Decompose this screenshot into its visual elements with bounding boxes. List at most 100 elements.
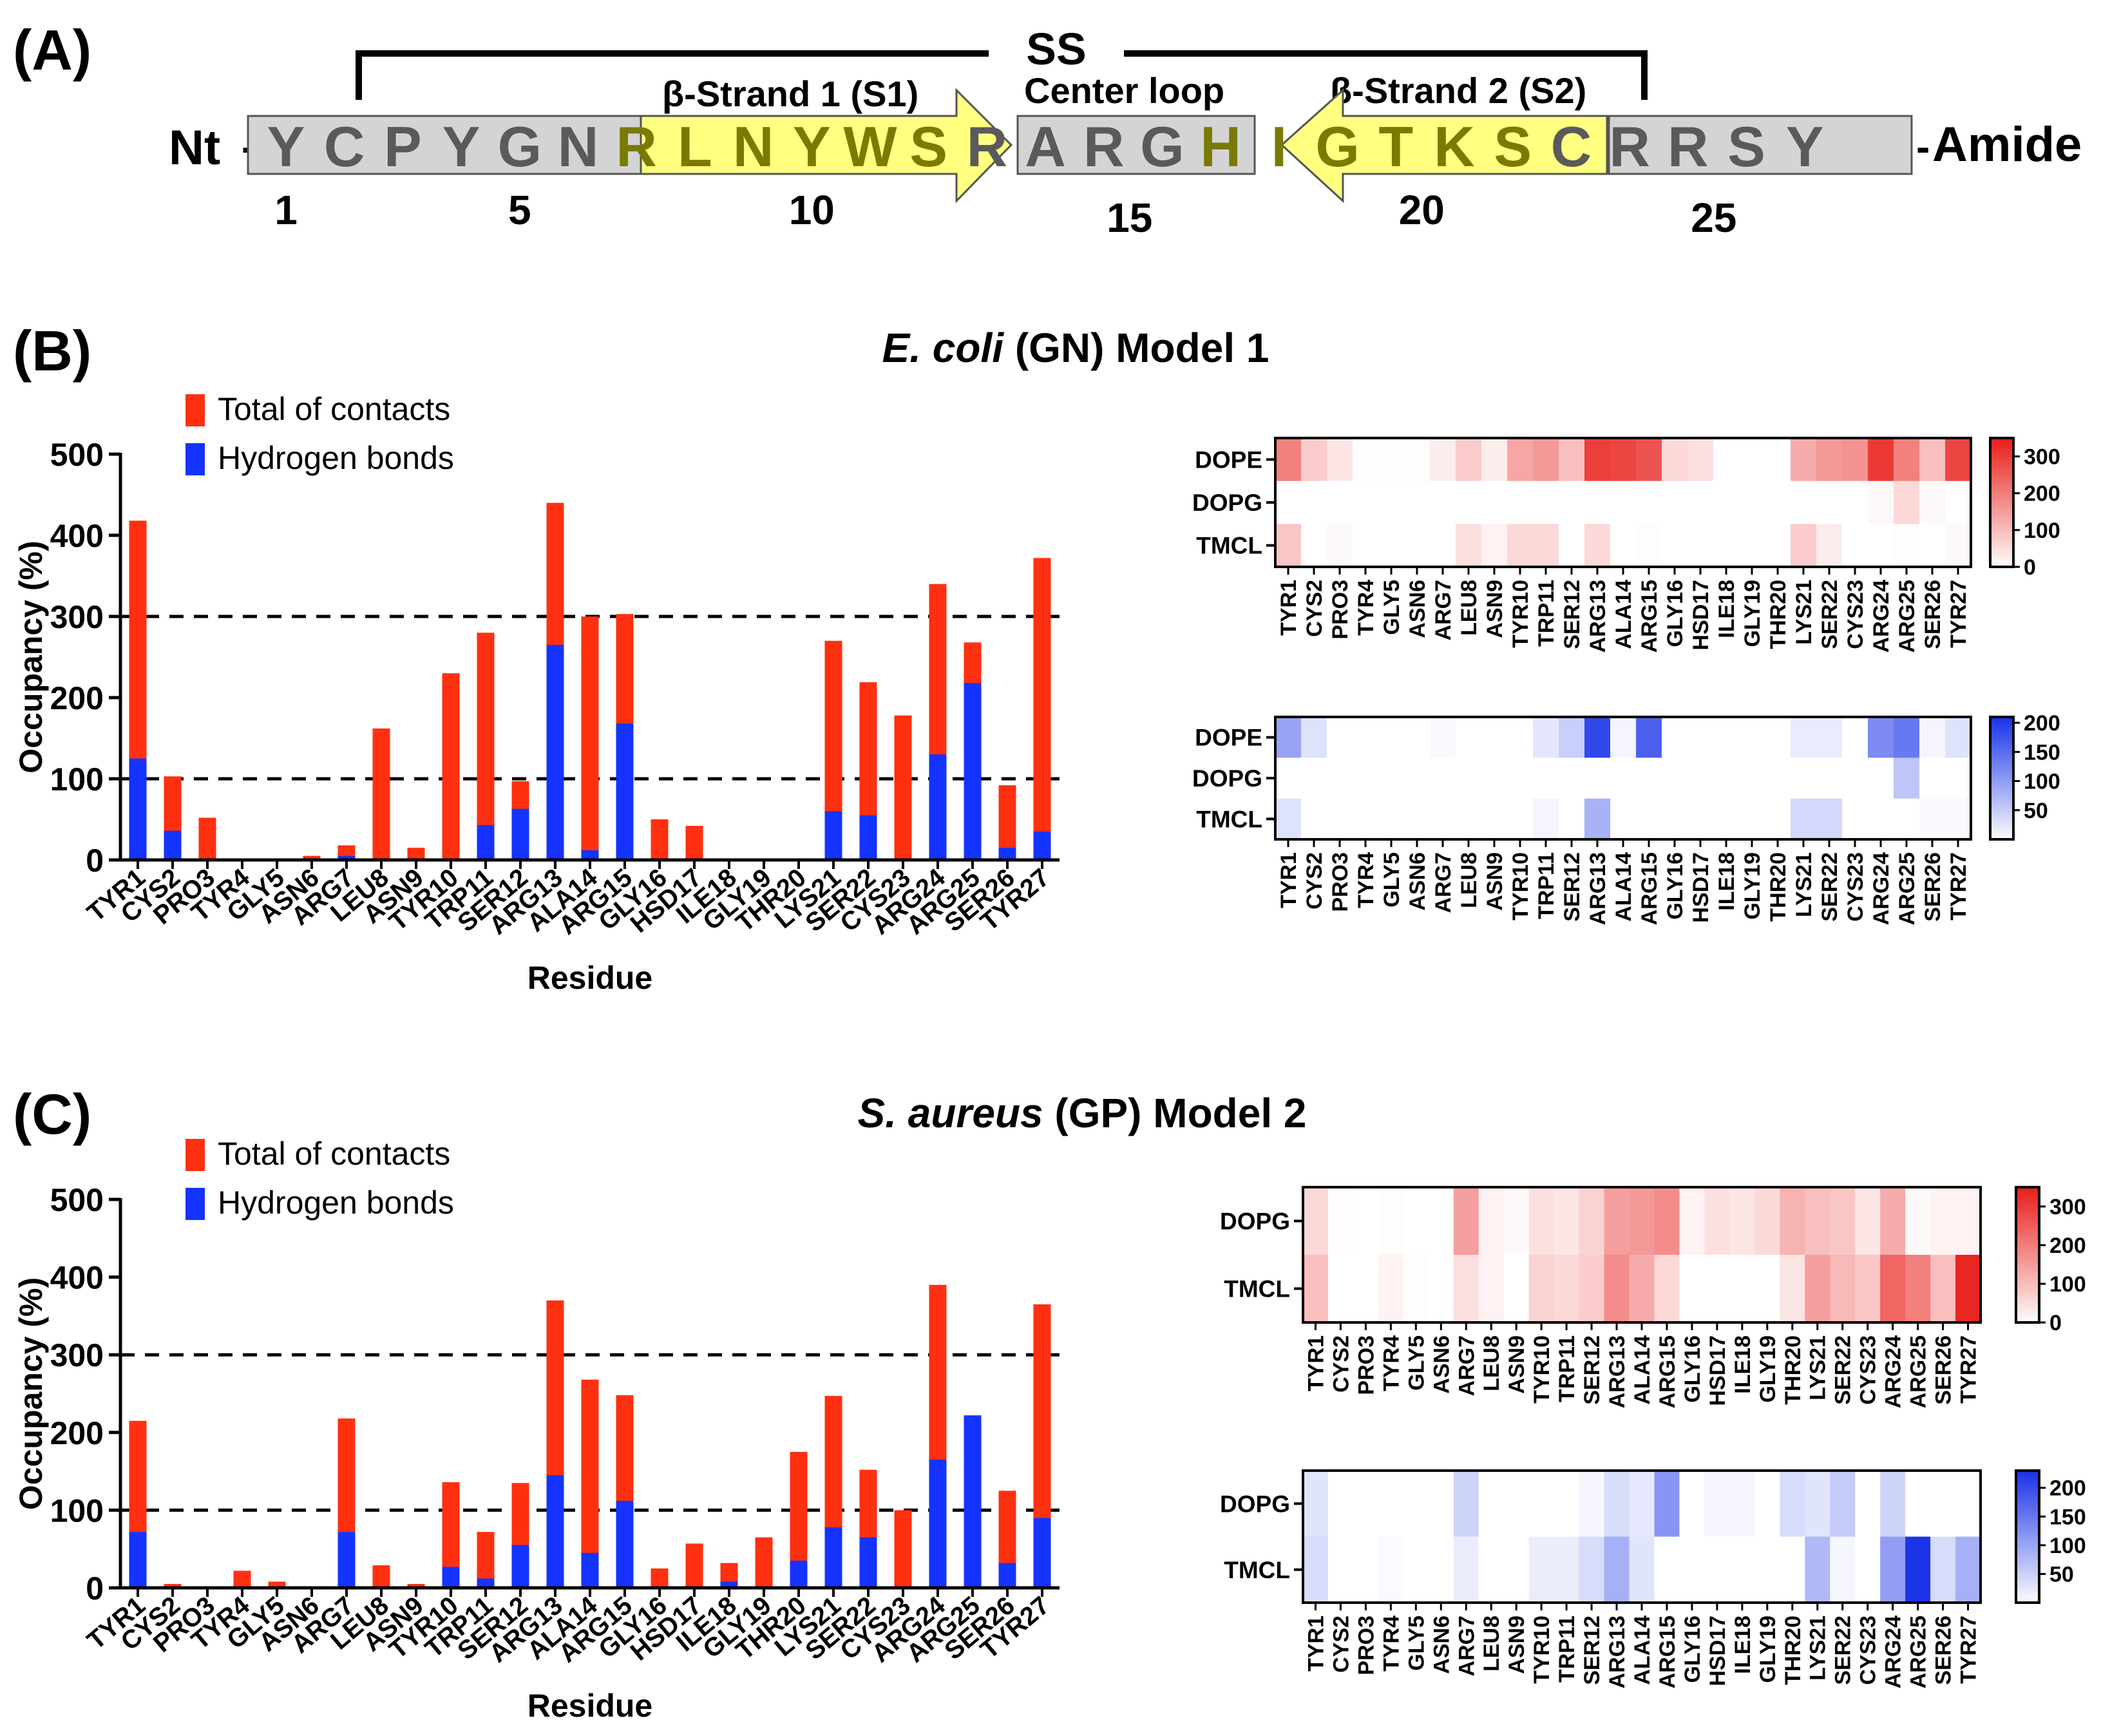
colorbar-segment (1990, 538, 2013, 542)
heat-cell-DOPG-LEU8 (1478, 1187, 1505, 1255)
heat-cell-DOPG-GLY5 (1378, 481, 1405, 524)
heat-cell-DOPG-ASN6 (1404, 481, 1431, 524)
heat-cell-DOPE-TRP11 (1533, 438, 1559, 482)
heat-cell-DOPG-ARG15 (1636, 481, 1662, 524)
colorbar-segment (1990, 448, 2013, 452)
heat-cell-DOPG-TYR10 (1528, 1471, 1555, 1538)
colorbar-segment (1990, 808, 2013, 812)
colorbar-segment (2016, 1583, 2039, 1587)
colorbar-segment (2016, 1497, 2039, 1501)
heat-cell-TMCL-LYS21 (1791, 524, 1817, 568)
heat-cell-TMCL-THR20 (1765, 798, 1791, 840)
colorbar-segment (2016, 1187, 2039, 1191)
y-tick-label: 300 (50, 599, 104, 635)
bar-total-ASN6 (303, 855, 321, 860)
heat-cell-DOPG-ARG24 (1868, 481, 1894, 524)
row-label: TMCL (1196, 533, 1262, 559)
heat-cell-TMCL-GLY19 (1754, 1536, 1780, 1603)
heat-cell-DOPG-TRP11 (1533, 758, 1559, 799)
row-label: DOPG (1192, 765, 1262, 792)
heat-cell-DOPG-SER12 (1559, 758, 1585, 799)
colorbar-segment (1990, 803, 2013, 806)
col-label: TRP11 (1534, 580, 1559, 647)
bar-hbond-SER22 (859, 815, 877, 860)
col-label: ARG15 (1637, 580, 1662, 653)
heat-cell-DOPG-GLY19 (1754, 1187, 1780, 1255)
heat-cell-DOPE-ASN6 (1404, 717, 1431, 758)
colorbar-segment (1990, 720, 2013, 724)
heat-cell-DOPG-SER12 (1579, 1471, 1605, 1538)
strand1-label: β-Strand 1 (S1) (662, 73, 918, 114)
residue-letter: N (733, 115, 774, 178)
colorbar-segment (1990, 560, 2013, 564)
col-label: ARG15 (1637, 852, 1662, 925)
residue-letter: R (616, 115, 657, 178)
colorbar-segment (1990, 833, 2013, 837)
col-label: PRO3 (1328, 852, 1353, 912)
x-axis-title: Residue (528, 1688, 653, 1724)
heat-cell-DOPE-SER12 (1559, 438, 1585, 482)
legend-swatch-total (185, 1139, 205, 1171)
residue-letter: R (1609, 115, 1650, 178)
residue-letter: I (1271, 115, 1287, 178)
heat-cell-DOPG-ARG7 (1430, 481, 1456, 524)
col-label: CYS2 (1329, 1616, 1353, 1673)
heat-cell-TMCL-ASN6 (1404, 524, 1431, 568)
col-label: ALA14 (1630, 1335, 1655, 1405)
colorbar-segment (2016, 1523, 2039, 1527)
col-label: SER26 (1932, 1616, 1956, 1685)
heat-cell-DOPE-THR20 (1765, 717, 1791, 758)
colorbar-segment (1990, 544, 2013, 548)
col-label: GLY16 (1663, 580, 1687, 647)
col-label: ILE18 (1715, 580, 1739, 638)
heat-cell-DOPG-THR20 (1780, 1187, 1805, 1255)
heat-cell-DOPG-CYS23 (1855, 1187, 1881, 1255)
heat-cell-TMCL-GLY16 (1679, 1255, 1705, 1323)
colorbar-tick-label: 200 (2049, 1476, 2086, 1501)
heat-cell-DOPE-ARG24 (1868, 717, 1894, 758)
col-label: GLY5 (1404, 1616, 1429, 1671)
heat-cell-DOPE-LYS21 (1791, 717, 1817, 758)
panel-c-title: S. aureus (GP) Model 2 (857, 1090, 1306, 1136)
heat-cell-DOPE-ARG25 (1894, 717, 1920, 758)
col-label: SER26 (1921, 580, 1945, 649)
bar-hbond-LYS21 (824, 1527, 842, 1588)
col-label: CYS23 (1856, 1616, 1881, 1685)
colorbar-segment (1990, 551, 2013, 555)
heat-cell-TMCL-SER26 (1919, 524, 1946, 568)
heat-cell-DOPG-GLY19 (1739, 481, 1765, 524)
heat-cell-DOPG-SER12 (1579, 1187, 1605, 1255)
colorbar-segment (1990, 477, 2013, 481)
y-tick-label: 300 (50, 1337, 104, 1373)
colorbar-segment (2016, 1228, 2039, 1232)
bar-total-CYS23 (894, 1510, 912, 1588)
heat-cell-DOPG-THR20 (1780, 1471, 1805, 1538)
heat-cell-TMCL-SER22 (1830, 1536, 1856, 1603)
col-label: ASN6 (1429, 1335, 1454, 1394)
colorbar-segment (2016, 1319, 2039, 1323)
bar-total-CYS23 (894, 715, 912, 860)
colorbar-segment (2016, 1589, 2039, 1594)
colorbar-segment (2016, 1201, 2039, 1205)
col-label: HSD17 (1706, 1335, 1730, 1406)
heat-cell-DOPG-ARG7 (1453, 1471, 1479, 1538)
residue-letter: S (1494, 115, 1532, 178)
heat-cell-DOPG-SER26 (1930, 1471, 1956, 1538)
heat-cell-DOPE-ARG13 (1584, 438, 1611, 482)
heat-cell-TMCL-TYR10 (1507, 798, 1534, 840)
col-label: CYS23 (1843, 580, 1868, 649)
colorbar-segment (1990, 519, 2013, 522)
col-label: ALA14 (1611, 852, 1636, 922)
residue-number: 1 (274, 187, 298, 233)
y-tick-label: 500 (50, 437, 104, 473)
row-label: DOPE (1195, 725, 1262, 751)
bar-hbond-ALA14 (581, 1552, 599, 1588)
col-label: ARG13 (1605, 1616, 1630, 1688)
heat-cell-TMCL-CYS2 (1327, 1536, 1354, 1603)
col-label: TRP11 (1555, 1335, 1579, 1402)
col-label: SER22 (1831, 1335, 1856, 1405)
col-label: ASN6 (1405, 580, 1430, 638)
heat-cell-DOPE-CYS23 (1842, 438, 1868, 482)
heat-cell-TMCL-ASN9 (1503, 1255, 1530, 1323)
y-tick-label: 0 (86, 1570, 104, 1607)
